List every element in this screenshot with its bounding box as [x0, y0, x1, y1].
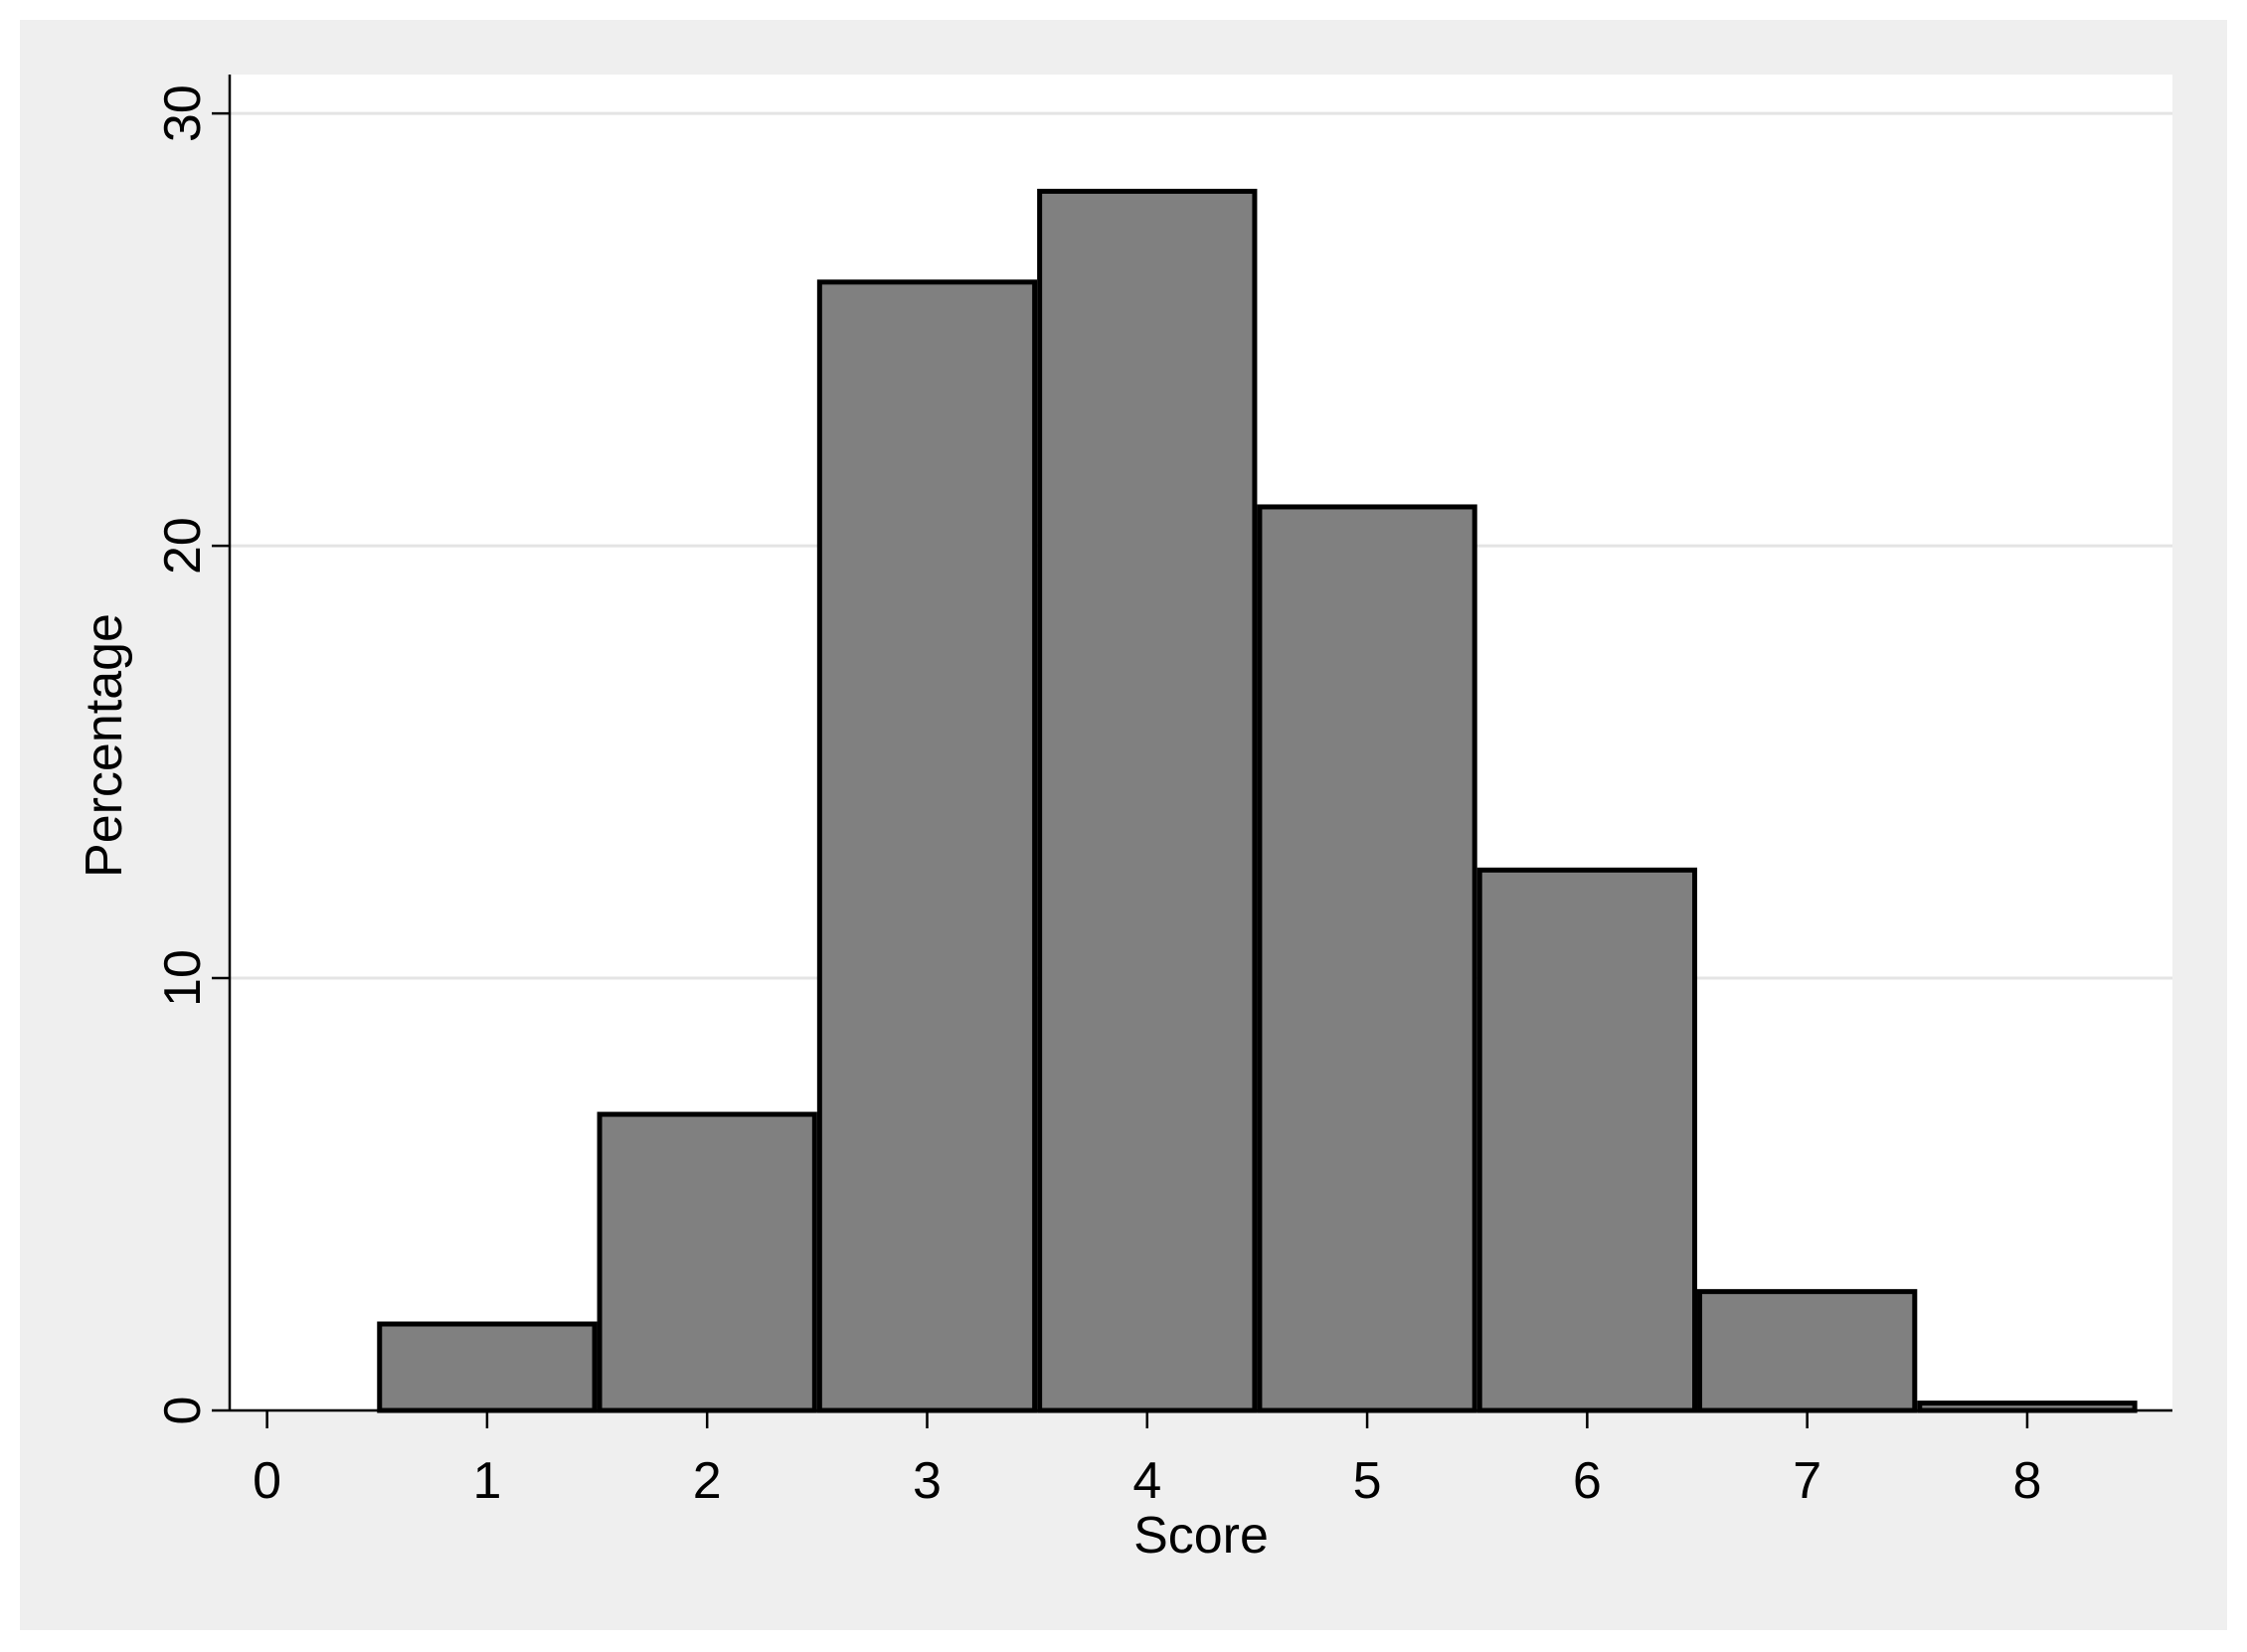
x-tick-label: 3 — [913, 1452, 942, 1510]
x-tick-label: 5 — [1353, 1452, 1382, 1510]
x-tick-label: 4 — [1132, 1452, 1161, 1510]
y-axis-label: Percentage — [76, 613, 133, 878]
bar — [816, 279, 1038, 1413]
x-tick-label: 1 — [472, 1452, 501, 1510]
bar — [1037, 188, 1258, 1413]
bar — [377, 1321, 598, 1413]
bar — [1697, 1288, 1918, 1413]
x-tick-label: 8 — [2012, 1452, 2041, 1510]
y-tick-label: 0 — [154, 1397, 212, 1425]
bar — [597, 1111, 817, 1413]
bar — [1476, 867, 1698, 1413]
x-tick-label: 2 — [693, 1452, 722, 1510]
x-tick-label: 0 — [253, 1452, 281, 1510]
x-axis-label: Score — [1133, 1507, 1269, 1565]
bar — [1257, 504, 1477, 1413]
x-tick-label: 6 — [1573, 1452, 1602, 1510]
y-tick-label: 10 — [154, 949, 212, 1007]
x-tick-label: 7 — [1793, 1452, 1821, 1510]
y-tick-label: 30 — [154, 84, 212, 142]
y-tick-label: 20 — [154, 517, 212, 575]
